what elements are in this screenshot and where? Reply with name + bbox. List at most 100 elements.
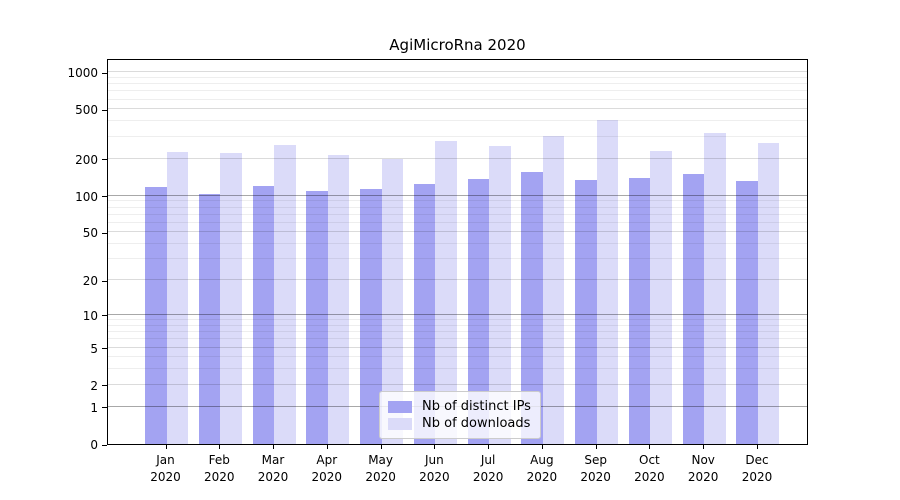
gridline — [108, 338, 807, 340]
y-axis-tick — [102, 444, 107, 446]
gridline — [108, 231, 807, 233]
gridline — [108, 83, 807, 85]
y-axis-tick — [102, 315, 107, 317]
legend-label-downloads: Nb of downloads — [422, 416, 531, 431]
x-axis-tick — [595, 445, 597, 449]
legend-item-downloads: Nb of downloads — [388, 415, 531, 432]
y-axis-tick — [102, 159, 107, 160]
legend-swatch-downloads — [388, 417, 412, 430]
y-axis-tick-label: 0 — [90, 438, 98, 452]
bar-distinct-ips — [252, 185, 275, 444]
gridline — [108, 221, 807, 223]
gridline — [108, 71, 807, 73]
gridline — [108, 368, 807, 370]
x-axis-tick — [165, 445, 167, 449]
gridline — [108, 313, 807, 315]
y-axis-tick-label: 1 — [90, 400, 98, 415]
x-axis-tick — [273, 445, 274, 449]
bar-downloads — [327, 155, 350, 444]
gridline — [108, 213, 807, 215]
bar-distinct-ips — [360, 189, 382, 444]
gridline — [108, 90, 807, 92]
bar-downloads — [596, 120, 619, 444]
gridline — [108, 346, 807, 348]
y-axis-tick — [102, 72, 107, 74]
bar-distinct-ips — [736, 181, 758, 444]
chart-title: AgiMicroRna 2020 — [389, 36, 526, 54]
gridline — [108, 200, 807, 202]
gridline — [108, 120, 807, 122]
plot-area: Nb of distinct IPs Nb of downloads — [107, 59, 808, 445]
x-axis-tick-label: Sep 2020 — [580, 453, 611, 484]
bar-downloads — [274, 144, 296, 444]
gridline — [108, 98, 807, 100]
bar-downloads — [542, 135, 565, 444]
bar-distinct-ips — [306, 191, 328, 444]
y-axis-tick — [102, 196, 107, 198]
bar-distinct-ips — [467, 179, 490, 444]
x-axis-tick-label: Oct 2020 — [634, 453, 665, 484]
y-axis-tick-label: 200 — [75, 152, 98, 167]
bar-distinct-ips — [521, 172, 543, 444]
x-axis-tick-label: Feb 2020 — [204, 453, 235, 484]
y-axis-tick — [102, 280, 107, 282]
x-axis-tick-label: Jun 2020 — [419, 453, 450, 484]
gridline — [108, 356, 807, 358]
bar-distinct-ips — [682, 174, 705, 444]
bar-downloads — [166, 152, 188, 444]
y-axis-tick — [102, 407, 107, 409]
legend-label-distinct-ips: Nb of distinct IPs — [422, 399, 531, 414]
x-axis-tick-label: Aug 2020 — [526, 453, 558, 484]
gridline — [108, 108, 807, 110]
bar-downloads — [650, 151, 672, 444]
y-axis-tick-label: 100 — [75, 189, 98, 204]
y-axis-tick-label: 2 — [90, 378, 98, 393]
bar-downloads — [220, 153, 242, 444]
x-axis-tick-label: May 2020 — [365, 453, 396, 484]
gridline — [108, 258, 807, 260]
bar-downloads — [435, 140, 457, 444]
y-axis-tick — [102, 232, 107, 234]
y-axis-tick-label: 1000 — [67, 66, 98, 81]
y-axis-tick-label: 10 — [82, 308, 98, 323]
bar-downloads — [381, 158, 404, 444]
bar-downloads — [704, 132, 726, 444]
y-axis-tick-label: 500 — [75, 103, 98, 118]
gridline — [108, 243, 807, 245]
bar-distinct-ips — [413, 184, 436, 444]
x-axis-tick-label: Apr 2020 — [311, 453, 343, 484]
x-axis-tick — [326, 445, 328, 449]
legend-item-distinct-ips: Nb of distinct IPs — [388, 398, 531, 415]
x-axis-tick-label: Nov 2020 — [687, 453, 719, 484]
gridline — [108, 383, 807, 385]
x-axis-tick — [488, 445, 490, 449]
gridline — [108, 279, 807, 281]
y-axis-tick-label: 5 — [90, 341, 98, 356]
bar-downloads — [489, 145, 511, 444]
x-axis-tick — [703, 445, 705, 449]
gridline — [108, 157, 807, 159]
x-axis-tick-label: Jul 2020 — [472, 453, 504, 484]
gridline — [108, 135, 807, 137]
gridline — [108, 331, 807, 333]
x-axis-tick — [434, 445, 436, 449]
x-axis-tick — [649, 445, 651, 449]
y-axis-tick — [102, 385, 107, 387]
gridline — [108, 319, 807, 321]
x-axis-tick-label: Jan 2020 — [150, 453, 181, 484]
gridline — [108, 324, 807, 326]
bar-distinct-ips — [198, 193, 221, 444]
y-axis-tick — [102, 109, 107, 111]
legend: Nb of distinct IPs Nb of downloads — [379, 391, 541, 439]
x-axis-tick-label: Dec 2020 — [741, 453, 773, 484]
bar-downloads — [757, 143, 780, 444]
x-axis-tick — [757, 445, 758, 449]
legend-swatch-distinct-ips — [388, 400, 412, 413]
bar-distinct-ips — [145, 186, 167, 444]
y-axis-tick-label: 50 — [82, 226, 98, 241]
gridline — [108, 194, 807, 196]
x-axis-tick — [541, 445, 543, 449]
x-axis-tick — [380, 445, 382, 449]
bar-distinct-ips — [628, 177, 651, 444]
